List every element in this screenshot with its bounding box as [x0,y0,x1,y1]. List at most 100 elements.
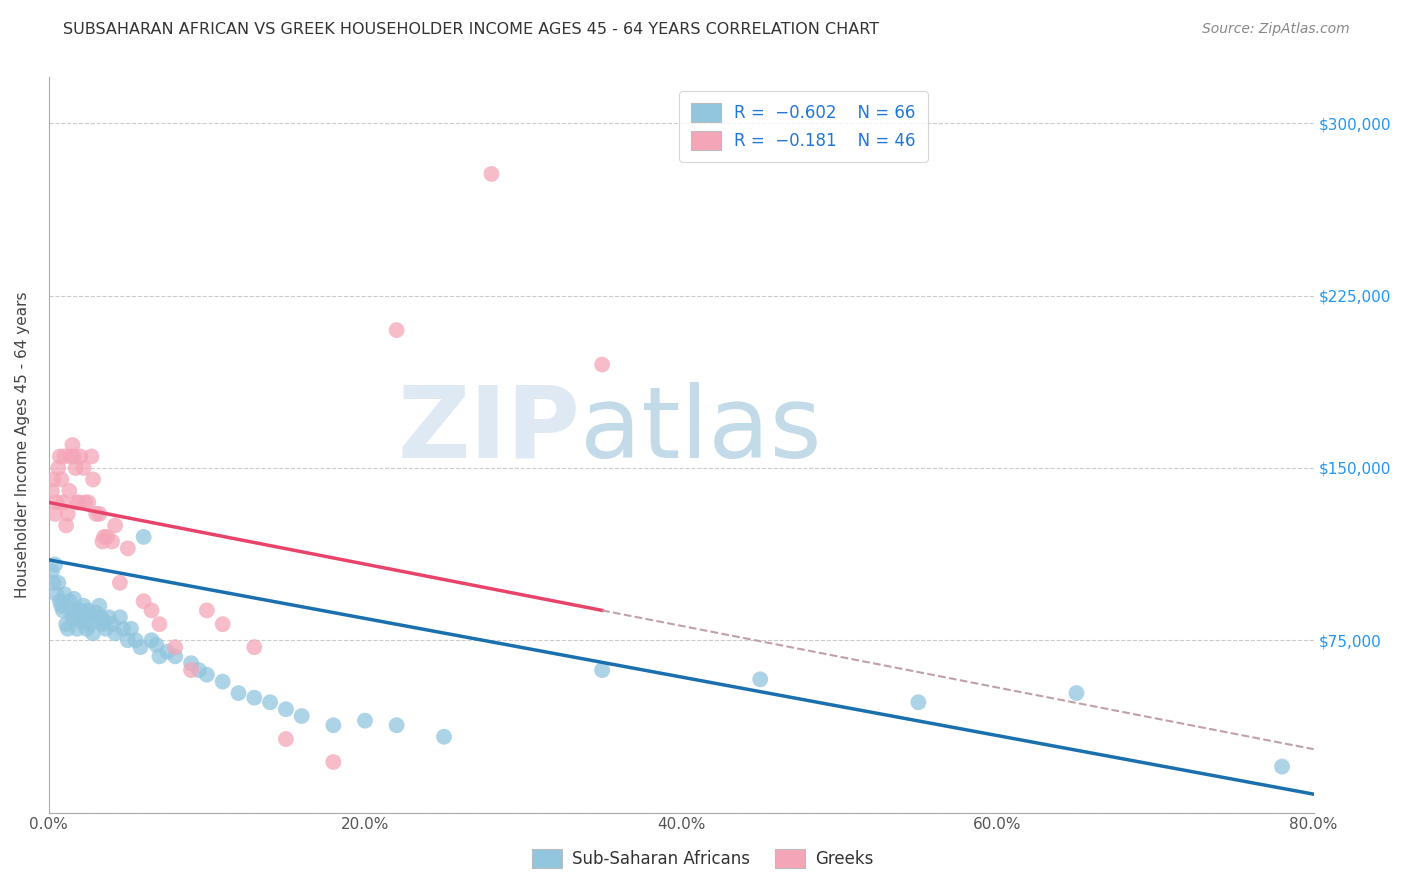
Point [52,603,75,617]
Point [52,495,75,509]
Point [67,603,90,617]
Point [97,610,120,624]
Point [75,495,97,509]
Point [907,695,929,709]
Point [44,507,66,521]
Point [44,558,66,572]
Point [65,461,87,475]
Point [91,534,114,549]
Point [749,673,772,687]
Point [84,606,107,620]
Point [51,472,73,486]
Point [211,617,233,632]
Point [148,617,170,632]
Point [93,530,115,544]
Point [77,495,100,509]
Point [117,541,139,556]
Point [101,534,124,549]
Point [96,530,118,544]
Point [117,633,139,648]
Point [195,667,218,681]
Point [70,615,93,629]
Point [94,622,117,636]
Point [41,483,63,498]
Point [46,575,69,590]
Point [145,638,167,652]
Point [90,610,112,624]
Point [80,610,103,624]
Point [55,617,77,632]
Point [67,495,90,509]
Point [354,714,377,728]
Point [129,640,152,654]
Point [433,730,456,744]
Point [76,622,98,636]
Point [195,603,218,617]
Text: SUBSAHARAN AFRICAN VS GREEK HOUSEHOLDER INCOME AGES 45 - 64 YEARS CORRELATION CH: SUBSAHARAN AFRICAN VS GREEK HOUSEHOLDER … [63,22,879,37]
Point [77,603,100,617]
Legend: R =  −0.602    N = 66, R =  −0.181    N = 46: R = −0.602 N = 66, R = −0.181 N = 46 [679,92,928,161]
Point [62,610,84,624]
Point [591,663,613,677]
Point [89,507,111,521]
Point [84,507,107,521]
Point [53,450,76,464]
Point [228,686,250,700]
Point [59,603,82,617]
Point [63,450,86,464]
Point [125,633,148,648]
Point [58,483,80,498]
Point [165,649,187,664]
Point [69,603,91,617]
Point [62,438,84,452]
Point [156,645,179,659]
Point [46,461,69,475]
Point [243,640,266,654]
Point [49,450,72,464]
Point [141,603,163,617]
Point [132,594,155,608]
Point [66,622,89,636]
Text: Source: ZipAtlas.com: Source: ZipAtlas.com [1202,22,1350,37]
Point [75,610,97,624]
Point [148,649,170,664]
Point [274,732,297,747]
Legend: Sub-Saharan Africans, Greeks: Sub-Saharan Africans, Greeks [526,842,880,875]
Point [65,610,87,624]
Point [211,674,233,689]
Point [274,702,297,716]
Point [322,718,344,732]
Point [91,617,114,632]
Point [112,622,135,636]
Point [132,530,155,544]
Point [58,594,80,608]
Point [104,518,127,533]
Point [80,450,103,464]
Point [59,450,82,464]
Point [1066,686,1088,700]
Point [385,718,408,732]
Point [56,507,79,521]
Point [51,599,73,613]
Point [56,622,79,636]
Point [141,633,163,648]
Point [108,575,131,590]
Point [104,626,127,640]
Point [66,495,89,509]
Text: ZIP: ZIP [396,382,581,479]
Point [72,461,94,475]
Point [53,587,76,601]
Point [41,565,63,579]
Point [79,617,101,632]
Point [45,587,67,601]
Point [108,610,131,624]
Point [291,709,314,723]
Point [89,599,111,613]
Point [101,617,124,632]
Point [72,599,94,613]
Point [322,755,344,769]
Point [385,323,408,337]
Y-axis label: Householder Income Ages 45 - 64 years: Householder Income Ages 45 - 64 years [15,292,30,599]
Point [180,663,202,677]
Point [82,472,104,486]
